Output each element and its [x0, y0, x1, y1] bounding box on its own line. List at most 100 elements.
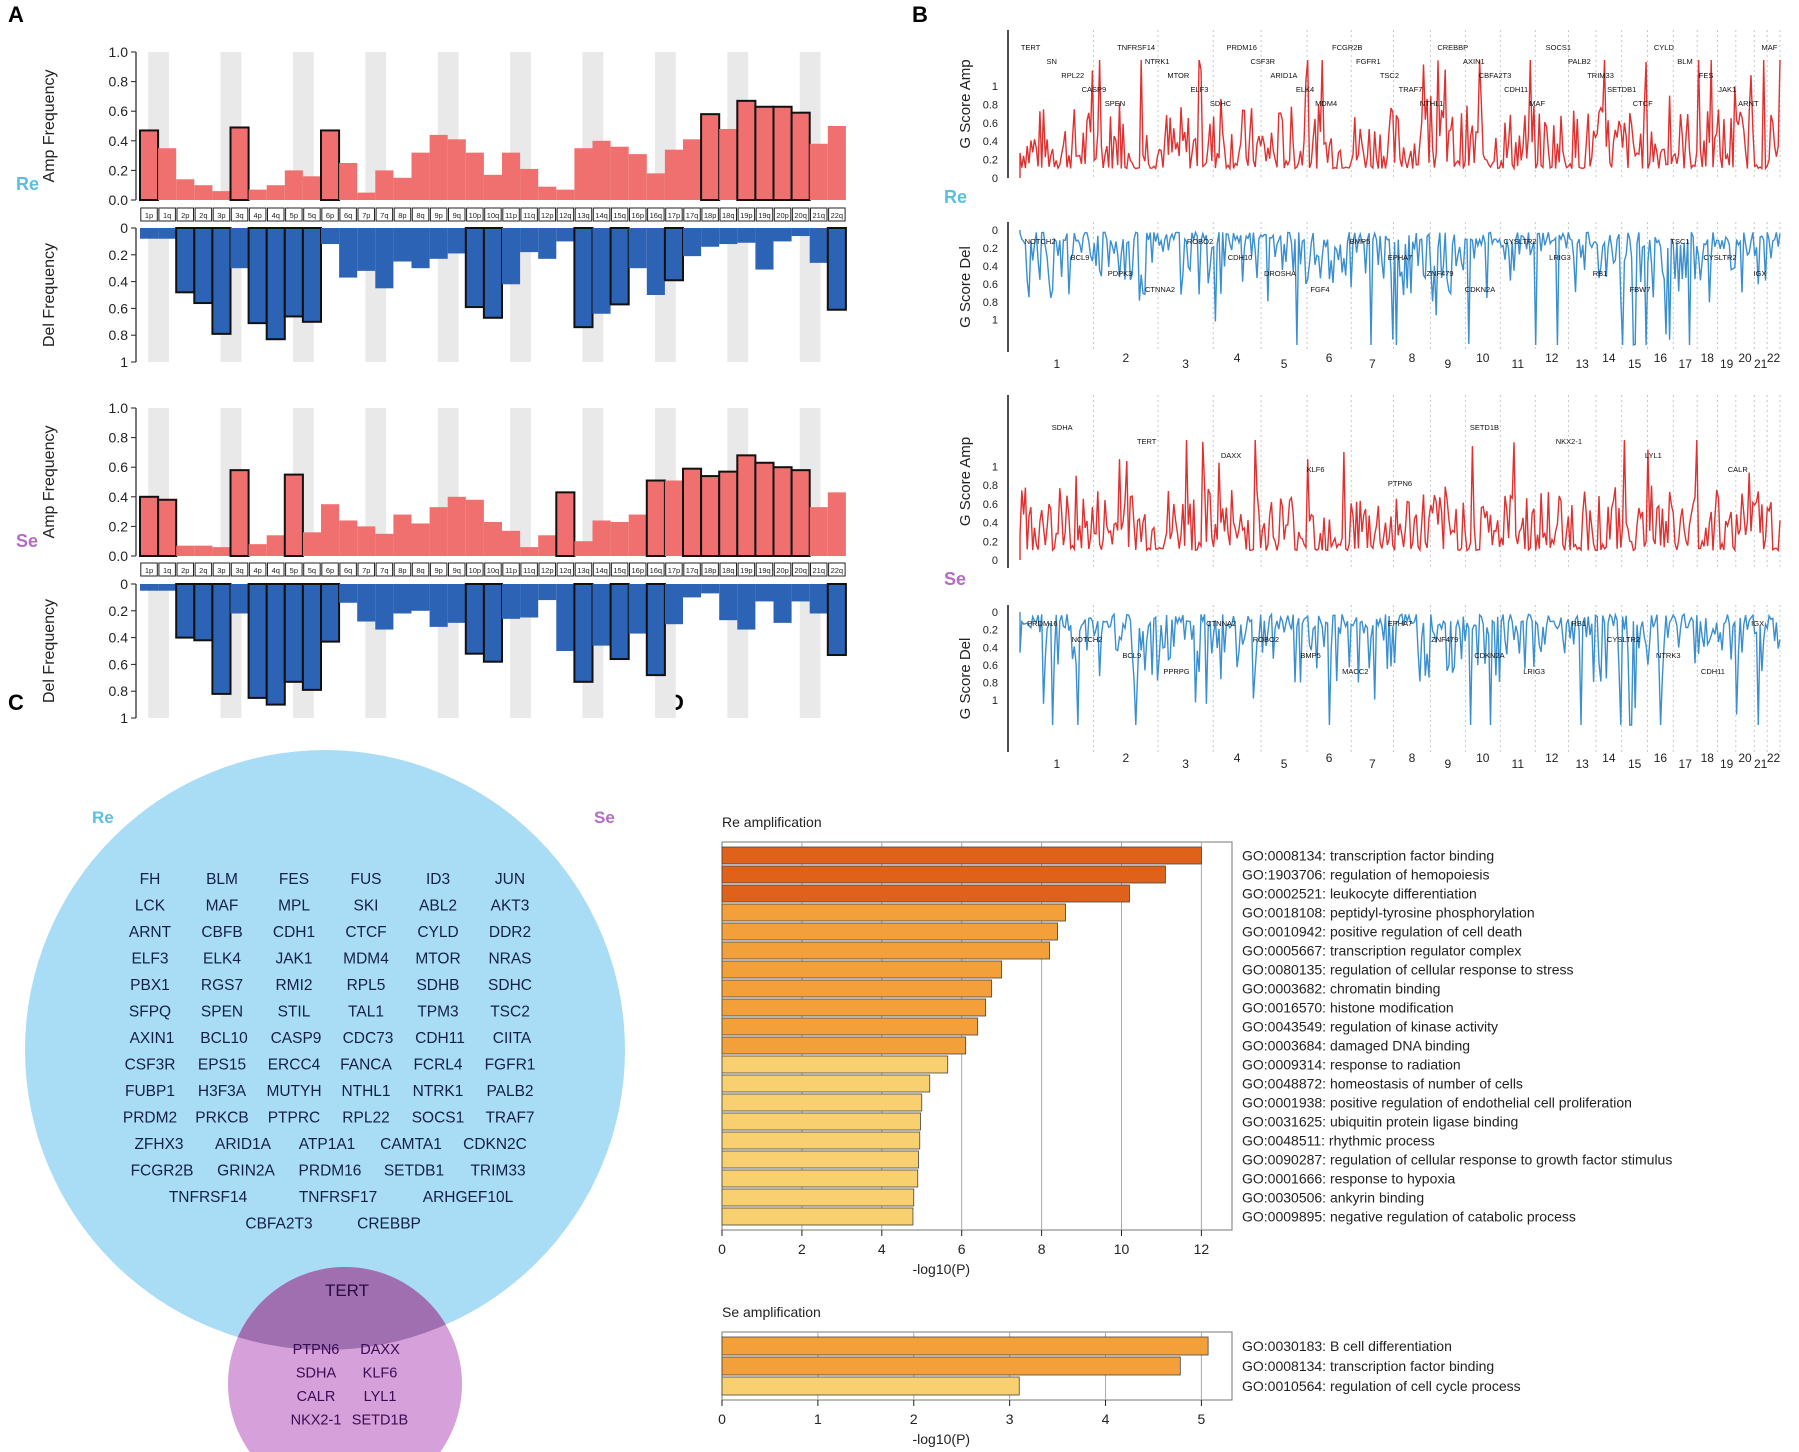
del-bar-se-16q	[645, 583, 666, 677]
chrom-number-re-5: 5	[1281, 357, 1288, 371]
gscore-tick-re-del: 0.4	[983, 261, 998, 273]
del-tick-label-se: 0.4	[109, 630, 129, 646]
chrom-number-se-20: 20	[1738, 751, 1752, 765]
amp-tick-label-se: 0.2	[109, 518, 129, 534]
peak-label-re-del: BCL9	[1071, 253, 1090, 262]
arm-label-se-8q: 8q	[416, 566, 424, 575]
go-term-label-d1-11: GO:0009314: response to radiation	[1242, 1057, 1461, 1073]
del-tick-label-se: 1	[120, 710, 128, 726]
amp-bar-re-6q	[339, 163, 358, 200]
del-tick-label-re: 0.4	[109, 274, 129, 290]
arm-label-re-5q: 5q	[308, 211, 316, 220]
del-tick-label-se: 0	[120, 576, 128, 592]
re-gene-RGS7: RGS7	[201, 977, 243, 994]
del-bar-re-2p	[175, 227, 196, 294]
re-gene-BLM: BLM	[206, 871, 238, 888]
del-bar-se-19p	[737, 584, 756, 630]
gscore-tick-se-amp: 1	[992, 461, 998, 473]
chrom-number-re-22: 22	[1767, 351, 1781, 365]
peak-label-re-amp: TRAF7	[1399, 85, 1423, 94]
arm-label-se-13q: 13q	[577, 566, 590, 575]
chrom-number-se-12: 12	[1545, 751, 1559, 765]
amp-tick-label-se: 1.0	[109, 400, 129, 416]
del-bar-re-17q	[683, 228, 702, 257]
amp-bar-se-11q	[520, 547, 539, 556]
gscore-ylabel-re-amp: G Score Amp	[957, 59, 974, 148]
del-bar-se-12p	[538, 584, 557, 601]
del-bar-re-15q	[609, 227, 630, 306]
arm-label-se-16q: 16q	[650, 566, 663, 575]
arm-label-re-18p: 18p	[704, 211, 717, 220]
del-bar-re-16q	[646, 228, 665, 295]
arm-box-se-22q	[828, 562, 846, 577]
go-xtick-label-d2: 2	[910, 1411, 918, 1427]
amp-bar-re-18p	[700, 113, 721, 201]
go-xtick-label-d1: 12	[1194, 1241, 1210, 1257]
arm-label-re-3q: 3q	[235, 211, 243, 220]
peak-label-re-del: CTNNA2	[1145, 285, 1175, 294]
arm-box-re-5p	[285, 207, 303, 222]
amp-bar-re-5q	[302, 176, 321, 200]
peak-label-re-del: TSC1	[1670, 237, 1689, 246]
arm-label-se-5p: 5p	[290, 566, 298, 575]
chrom-number-re-6: 6	[1326, 351, 1333, 365]
amp-bar-re-2p	[176, 179, 195, 200]
amp-bar-re-13q	[574, 148, 593, 200]
arm-box-re-17q	[683, 207, 701, 222]
peak-label-se-del: ROBO2	[1253, 635, 1279, 644]
arm-box-se-8p	[393, 562, 412, 577]
del-bar-re-20p	[773, 228, 792, 242]
chrom-number-re-7: 7	[1369, 357, 1376, 371]
re-gene-SDHC: SDHC	[488, 977, 532, 994]
go-title-d2: Se amplification	[722, 1304, 821, 1320]
del-bar-se-1p	[140, 584, 159, 591]
peak-label-re-amp: ELK4	[1296, 85, 1314, 94]
chrom-number-re-15: 15	[1628, 357, 1642, 371]
del-bar-re-19p	[737, 228, 756, 243]
peak-label-se-del: RB1	[1572, 619, 1587, 628]
re-gene-FUS: FUS	[351, 871, 382, 888]
arm-label-re-1q: 1q	[163, 211, 171, 220]
go-xtick-label-d1: 8	[1038, 1241, 1046, 1257]
amp-bar-re-10q	[483, 174, 502, 200]
panel-b-gistic-gscores: 1 0.8 0.6 0.4 0.2 0 G Score Amp Re TERT SN RPL22 CA…	[944, 30, 1781, 771]
arm-box-se-14q	[592, 562, 611, 577]
del-bar-se-17q	[683, 584, 702, 598]
chrom-number-se-7: 7	[1369, 757, 1376, 771]
del-bar-re-13q	[573, 227, 594, 329]
chrom-number-re-16: 16	[1654, 351, 1668, 365]
go-term-label-d1-3: GO:0018108: peptidyl-tyrosine phosphoryl…	[1242, 905, 1535, 921]
del-bar-re-8q	[411, 228, 430, 269]
del-bar-re-6p	[321, 228, 340, 245]
peak-label-re-amp: SN	[1046, 57, 1056, 66]
peak-label-re-amp: TNFRSF14	[1117, 43, 1155, 52]
amp-bar-re-5p	[284, 170, 303, 200]
re-gene-TRIM33: TRIM33	[470, 1163, 525, 1180]
peak-label-re-amp: TRIM33	[1587, 71, 1614, 80]
del-bar-re-11q	[520, 228, 539, 253]
arm-box-re-12p	[538, 207, 556, 222]
arm-box-re-6p	[321, 207, 339, 222]
arm-box-re-4p	[248, 207, 267, 222]
go-term-label-d2-2: GO:0010564: regulation of cell cycle pro…	[1242, 1378, 1521, 1394]
peak-label-re-amp: MTOR	[1167, 71, 1190, 80]
del-band-re	[148, 228, 169, 362]
del-bar-re-19q	[755, 228, 774, 270]
del-band-re	[437, 228, 459, 362]
chrom-number-se-18: 18	[1701, 751, 1715, 765]
peak-label-re-del: ZNF479	[1426, 269, 1453, 278]
arm-label-re-19p: 19p	[740, 211, 753, 220]
go-bar-d1-3	[721, 903, 1066, 922]
chrom-number-re-19: 19	[1720, 357, 1734, 371]
go-xtick-label-d1: 4	[878, 1241, 886, 1257]
amp-bar-se-20q	[790, 469, 811, 557]
amp-bar-re-3p	[212, 191, 231, 200]
re-gene-FH: FH	[140, 871, 161, 888]
go-bar-d1-16	[721, 1150, 919, 1169]
amp-bar-re-16p	[628, 154, 647, 200]
del-bar-se-9p	[429, 584, 448, 627]
peak-label-se-del: MACC2	[1342, 667, 1368, 676]
re-gene-CYLD: CYLD	[417, 924, 458, 941]
del-bar-re-9q	[447, 228, 466, 254]
go-term-label-d1-4: GO:0010942: positive regulation of cell …	[1242, 924, 1522, 940]
